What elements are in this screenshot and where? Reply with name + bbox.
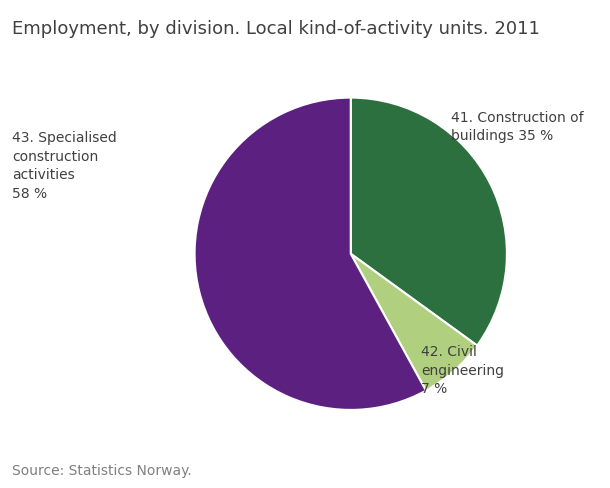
Text: 43. Specialised
construction
activities
58 %: 43. Specialised construction activities … — [12, 131, 117, 201]
Wedge shape — [195, 98, 426, 410]
Text: 41. Construction of
buildings 35 %: 41. Construction of buildings 35 % — [451, 111, 584, 143]
Wedge shape — [351, 254, 477, 390]
Wedge shape — [351, 98, 507, 346]
Text: 42. Civil
engineering
7 %: 42. Civil engineering 7 % — [421, 346, 504, 396]
Text: Employment, by division. Local kind-of-activity units. 2011: Employment, by division. Local kind-of-a… — [12, 20, 540, 38]
Text: Source: Statistics Norway.: Source: Statistics Norway. — [12, 464, 192, 478]
